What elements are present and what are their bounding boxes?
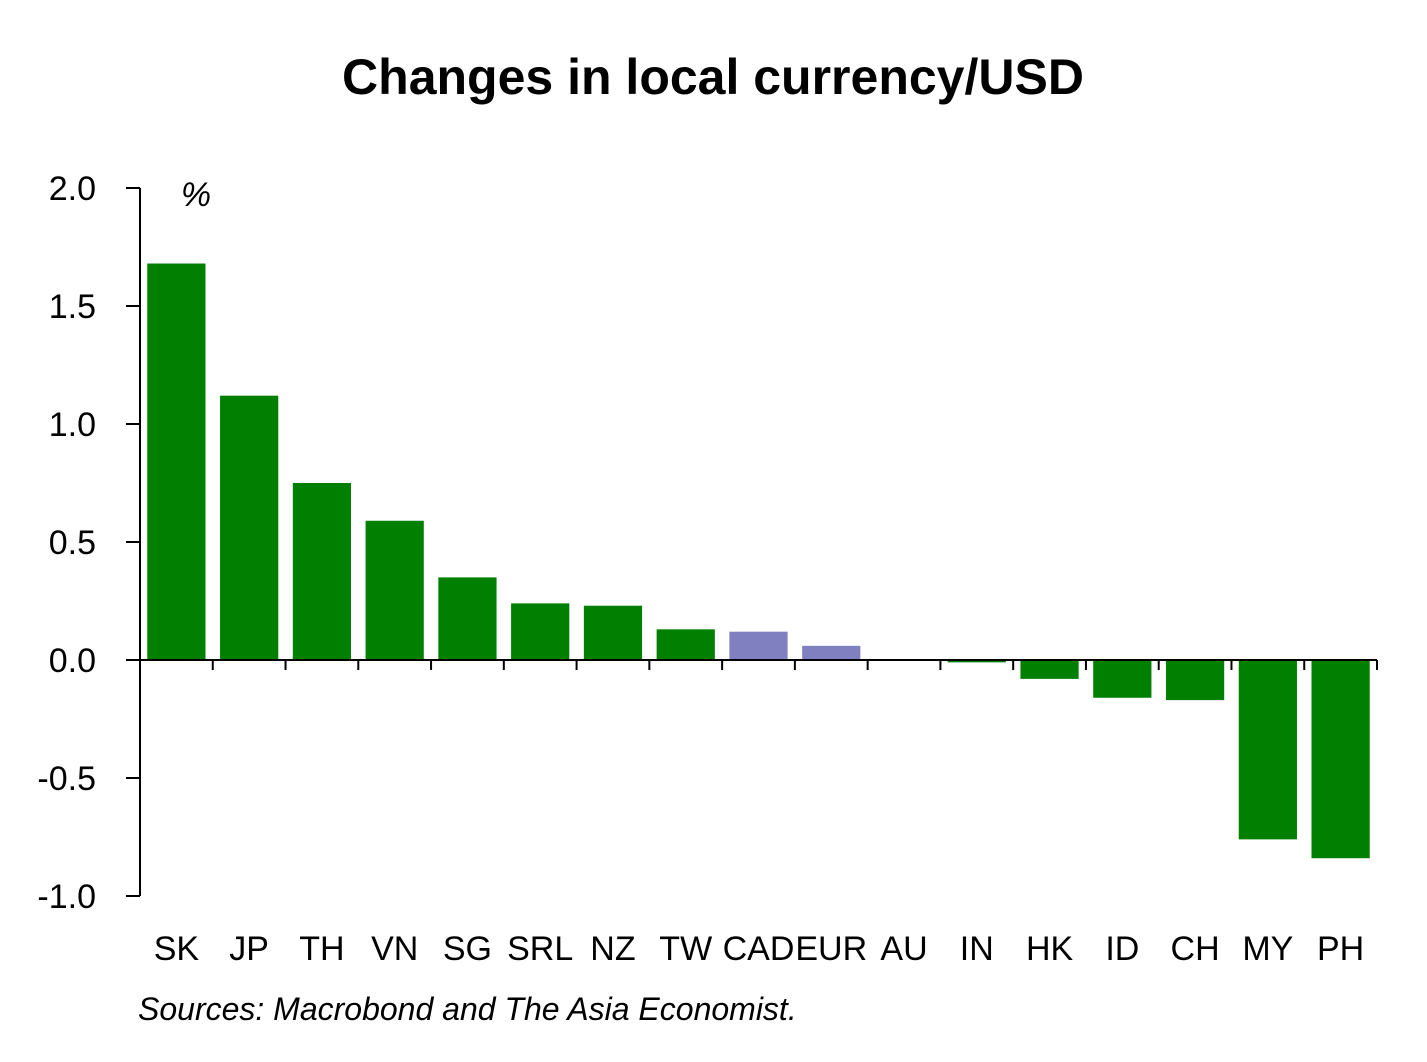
y-unit-label: % [181, 176, 211, 214]
x-tick-label-sg: SG [443, 930, 492, 968]
bars-group [147, 263, 1370, 859]
y-tick-label: 1.0 [49, 406, 96, 444]
x-tick-label-tw: TW [659, 930, 712, 968]
bar-hk [1020, 660, 1079, 679]
source-note: Sources: Macrobond and The Asia Economis… [138, 991, 797, 1027]
y-tick-label: 2.0 [49, 170, 96, 208]
y-tick-label: 0.0 [49, 642, 96, 680]
x-tick-label-eur: EUR [795, 930, 867, 968]
x-tick-label-srl: SRL [507, 930, 573, 968]
x-tick-label-hk: HK [1026, 930, 1074, 968]
x-tick-label-nz: NZ [590, 930, 635, 968]
bar-tw [656, 629, 715, 660]
bar-cad [729, 631, 788, 660]
bar-jp [220, 395, 279, 660]
y-tick-label: -1.0 [37, 878, 96, 916]
x-tick-label-id: ID [1105, 930, 1139, 968]
y-tick-label: -0.5 [37, 760, 96, 798]
x-tick-label-au: AU [880, 930, 927, 968]
x-tick-label-ch: CH [1171, 930, 1220, 968]
bar-ch [1165, 660, 1225, 701]
chart-title: Changes in local currency/USD [342, 49, 1084, 105]
x-tick-label-sk: SK [154, 930, 200, 968]
y-tick-label: 1.5 [49, 288, 96, 326]
bar-id [1093, 660, 1152, 698]
x-tick-label-th: TH [299, 930, 344, 968]
x-tick-label-cad: CAD [723, 930, 795, 968]
x-tick-label-ph: PH [1317, 930, 1364, 968]
bar-my [1238, 660, 1297, 840]
axes-group: SK JP TH VN SG SRL NZ TW CAD EUR AU IN HK ID CH MY PH 2.0… [37, 170, 1378, 968]
y-tick-label: 0.5 [49, 524, 96, 562]
x-tick-label-vn: VN [371, 930, 418, 968]
bar-sk [147, 263, 206, 660]
x-tick-label-in: IN [960, 930, 994, 968]
bar-sg [438, 577, 497, 660]
bar-eur [802, 645, 861, 660]
bar-srl [511, 603, 570, 660]
bar-vn [365, 520, 424, 660]
x-tick-label-my: MY [1242, 930, 1293, 968]
bar-ph [1311, 660, 1370, 859]
bar-th [292, 483, 352, 660]
bar-nz [583, 605, 643, 660]
bar-in [947, 660, 1006, 663]
x-tick-label-jp: JP [229, 930, 269, 968]
